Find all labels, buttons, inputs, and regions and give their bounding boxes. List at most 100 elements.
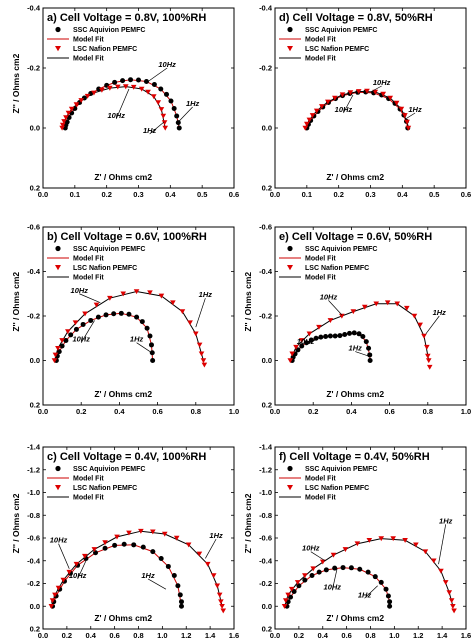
data-point-triangle <box>147 290 153 296</box>
annotation-leader <box>147 67 168 82</box>
y-tick-label: -1.2 <box>259 465 272 474</box>
y-axis-label: Z'' / Ohms cm2 <box>243 272 253 332</box>
x-tick-label: 0.6 <box>461 190 471 199</box>
y-tick-label: -0.8 <box>27 511 40 520</box>
plot-frame <box>42 446 235 630</box>
y-axis-label: Z'' / Ohms cm2 <box>11 272 21 332</box>
data-point-triangle <box>313 108 320 114</box>
data-point-circle <box>96 86 102 92</box>
data-point-triangle <box>51 358 58 364</box>
frequency-annotation: 10Hz <box>302 544 320 553</box>
y-tick-label: 0.0 <box>30 124 40 133</box>
panel-title: d) Cell Voltage = 0.8V, 50%RH <box>279 12 433 24</box>
y-tick-label: -1.0 <box>27 488 40 497</box>
x-tick-label: 0.2 <box>101 190 111 199</box>
data-point-triangle <box>160 113 167 119</box>
data-point-circle <box>73 326 79 332</box>
y-tick-label: 0.2 <box>262 184 272 193</box>
data-point-circle <box>302 577 308 583</box>
x-tick-label: 0.5 <box>197 190 207 199</box>
annotation-leader <box>77 560 87 580</box>
x-tick-label: 0.1 <box>70 190 80 199</box>
data-point-triangle <box>361 304 368 310</box>
data-point-triangle <box>403 305 410 311</box>
data-point-triangle <box>417 322 423 328</box>
data-point-triangle <box>210 573 217 579</box>
data-point-triangle <box>99 87 105 93</box>
legend-entry: LSC Nafion PEMFC <box>305 46 369 53</box>
data-point-triangle <box>126 530 132 536</box>
data-point-circle <box>177 592 183 598</box>
frequency-annotation: 10Hz <box>297 337 315 346</box>
data-point-circle <box>131 542 137 548</box>
data-point-triangle <box>214 583 221 589</box>
legend-entry: SSC Aquivion PEMFC <box>73 246 145 253</box>
data-point-circle <box>178 599 184 605</box>
data-point-circle <box>171 573 177 579</box>
data-point-triangle <box>61 119 67 124</box>
data-point-triangle <box>384 300 391 306</box>
panel-b: 0.0 0.2 0.4 0.6 0.8 1.00.20.0-0.2-0.4-0.6b) C… <box>11 223 239 417</box>
x-tick-label: 0.0 <box>270 190 280 199</box>
x-tick-label: 1.6 <box>229 631 239 640</box>
x-tick-label: 0.2 <box>333 190 343 199</box>
data-point-triangle <box>438 568 444 574</box>
x-tick-label: 1.0 <box>389 631 399 640</box>
y-axis-label: Z'' / Ohms cm2 <box>11 53 21 113</box>
x-tick-label: 0.8 <box>365 631 375 640</box>
plot-frame <box>274 7 467 189</box>
data-point-triangle <box>302 125 309 131</box>
frequency-annotation: 10Hz <box>71 286 89 295</box>
y-tick-label: 0.2 <box>30 401 40 410</box>
legend-entry: LSC Nafion PEMFC <box>305 265 369 272</box>
x-tick-label: 1.2 <box>181 631 191 640</box>
legend-marker-triangle <box>287 265 293 271</box>
data-point-triangle <box>196 342 203 348</box>
data-point-triangle <box>422 549 429 555</box>
data-point-circle <box>367 352 373 358</box>
data-point-triangle <box>404 119 410 125</box>
data-point-circle <box>357 566 363 572</box>
data-point-circle <box>363 339 369 345</box>
x-tick-label: 1.0 <box>229 407 239 416</box>
legend-entry: LSC Nafion PEMFC <box>73 265 137 272</box>
annotation-leader <box>343 94 354 114</box>
data-point-triangle <box>59 338 65 344</box>
data-point-triangle <box>402 537 408 543</box>
data-point-triangle <box>150 529 156 535</box>
series-line <box>54 290 204 361</box>
legend-marker-triangle <box>55 265 61 271</box>
data-point-triangle <box>173 535 180 541</box>
data-point-triangle <box>122 84 129 90</box>
annotation-leader <box>115 88 130 120</box>
data-point-triangle <box>204 561 211 567</box>
annotation-leader <box>328 300 343 316</box>
data-point-triangle <box>120 291 127 297</box>
data-point-triangle <box>281 603 288 609</box>
data-point-triangle <box>285 592 291 598</box>
data-point-triangle <box>390 536 396 542</box>
x-tick-label: 0.6 <box>109 631 119 640</box>
x-tick-label: 0.4 <box>318 631 329 640</box>
data-point-circle <box>175 583 181 589</box>
data-point-triangle <box>91 547 98 552</box>
data-point-triangle <box>424 344 430 350</box>
data-point-circle <box>378 579 384 585</box>
legend-entry: Model Fit <box>73 476 104 483</box>
data-point-circle <box>88 317 94 323</box>
annotation-leader <box>438 524 447 565</box>
data-point-triangle <box>73 561 80 567</box>
data-point-triangle <box>78 98 84 103</box>
y-tick-label: -0.4 <box>259 267 273 276</box>
data-point-circle <box>299 343 305 349</box>
frequency-annotation: 1Hz <box>143 126 157 135</box>
data-point-triangle <box>405 125 412 131</box>
legend-entry: Model Fit <box>305 275 336 282</box>
y-tick-label: -0.6 <box>27 534 40 543</box>
data-point-circle <box>136 77 141 83</box>
data-point-triangle <box>330 552 337 558</box>
y-tick-label: -0.6 <box>259 534 272 543</box>
data-point-triangle <box>332 95 338 101</box>
data-point-circle <box>134 314 140 320</box>
x-tick-label: 0.2 <box>308 407 318 416</box>
